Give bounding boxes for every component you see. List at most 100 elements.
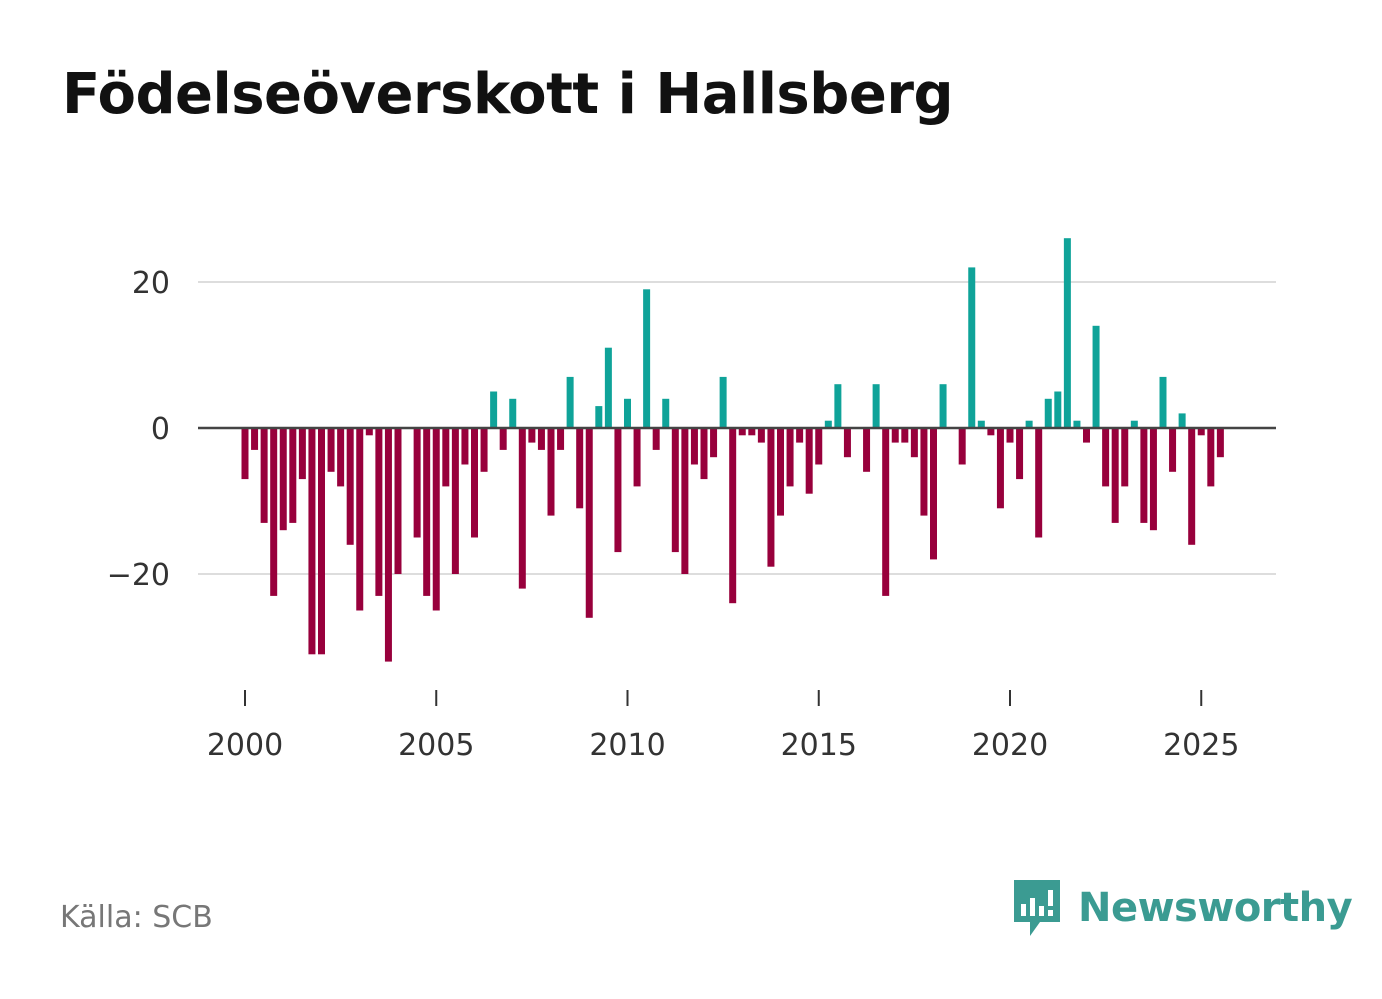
bar bbox=[719, 376, 727, 428]
bar bbox=[1073, 420, 1081, 428]
bar bbox=[624, 398, 631, 428]
bar bbox=[461, 428, 469, 465]
bar bbox=[251, 428, 259, 450]
bar bbox=[576, 428, 584, 509]
bar bbox=[1035, 428, 1043, 538]
bar bbox=[442, 428, 450, 487]
bar bbox=[375, 428, 383, 596]
y-tick-label: 20 bbox=[132, 266, 170, 301]
bar bbox=[882, 428, 890, 596]
bar bbox=[815, 428, 823, 465]
bar bbox=[901, 428, 909, 443]
bar bbox=[681, 428, 689, 574]
bar bbox=[1121, 428, 1129, 487]
chart-title: Födelseöverskott i Hallsberg bbox=[62, 62, 954, 127]
bar bbox=[1063, 238, 1071, 428]
bar bbox=[671, 428, 679, 553]
bar bbox=[939, 384, 947, 428]
bar bbox=[1159, 376, 1167, 428]
bar bbox=[767, 428, 775, 567]
bar bbox=[547, 428, 555, 516]
bar bbox=[777, 428, 784, 516]
bar bbox=[260, 428, 268, 523]
bar bbox=[729, 428, 737, 604]
bar bbox=[595, 406, 603, 428]
bar bbox=[365, 428, 373, 436]
bar bbox=[490, 391, 498, 428]
bar bbox=[518, 428, 526, 589]
bar bbox=[920, 428, 928, 516]
bar bbox=[996, 428, 1004, 509]
bar bbox=[1216, 428, 1224, 458]
bar bbox=[786, 428, 794, 487]
bar bbox=[585, 428, 593, 618]
bar bbox=[298, 428, 306, 480]
bar bbox=[643, 289, 651, 428]
bar bbox=[327, 428, 335, 472]
bar bbox=[1016, 428, 1024, 480]
bar bbox=[834, 384, 842, 428]
bar bbox=[528, 428, 536, 443]
bar bbox=[633, 428, 641, 487]
bar bbox=[423, 428, 431, 596]
bar bbox=[1197, 428, 1205, 436]
bar bbox=[499, 428, 507, 450]
bar bbox=[710, 428, 718, 458]
bar bbox=[480, 428, 488, 472]
brand-name: Newsworthy bbox=[1078, 885, 1353, 931]
bar bbox=[604, 347, 612, 428]
bar bbox=[1006, 428, 1014, 443]
bar bbox=[652, 428, 660, 450]
y-tick-label: −20 bbox=[107, 558, 170, 593]
bar bbox=[1102, 428, 1110, 487]
bar bbox=[270, 428, 278, 596]
bar bbox=[1149, 428, 1157, 531]
bar bbox=[279, 428, 287, 531]
bar bbox=[738, 428, 746, 436]
x-tick-label: 2020 bbox=[972, 728, 1048, 763]
bar bbox=[1188, 428, 1196, 545]
x-tick-label: 2025 bbox=[1163, 728, 1239, 763]
bar bbox=[308, 428, 316, 655]
bar bbox=[1169, 428, 1177, 472]
bar bbox=[1025, 420, 1033, 428]
bar bbox=[690, 428, 698, 465]
bar bbox=[471, 428, 478, 538]
newsworthy-logo-icon bbox=[1014, 880, 1060, 936]
bar bbox=[748, 428, 756, 436]
bar bbox=[987, 428, 995, 436]
x-tick-label: 2010 bbox=[589, 728, 665, 763]
bar bbox=[509, 398, 517, 428]
bar bbox=[614, 428, 622, 553]
x-tick-label: 2000 bbox=[207, 728, 283, 763]
y-tick-label: 0 bbox=[151, 412, 170, 447]
x-tick-label: 2015 bbox=[781, 728, 857, 763]
bars bbox=[241, 238, 1224, 662]
bar bbox=[700, 428, 708, 480]
bar bbox=[1130, 420, 1138, 428]
bar bbox=[1207, 428, 1215, 487]
bar bbox=[318, 428, 325, 655]
bar bbox=[968, 267, 976, 428]
bar bbox=[1092, 325, 1100, 428]
bar bbox=[1054, 391, 1062, 428]
bar bbox=[241, 428, 249, 480]
bar bbox=[557, 428, 565, 450]
bar bbox=[863, 428, 871, 472]
bar bbox=[891, 428, 899, 443]
brand-logo[interactable]: Newsworthy bbox=[1012, 878, 1353, 938]
bar bbox=[451, 428, 459, 574]
bar bbox=[432, 428, 440, 611]
x-tick-label: 2005 bbox=[398, 728, 474, 763]
bar bbox=[394, 428, 402, 574]
bar bbox=[930, 428, 937, 560]
axes: 20 0 −20 2000 2005 2010 2015 2020 2025 bbox=[107, 266, 1276, 763]
bar bbox=[1083, 428, 1090, 443]
bar bbox=[757, 428, 765, 443]
bar bbox=[413, 428, 421, 538]
bar bbox=[662, 398, 670, 428]
bar bbox=[958, 428, 966, 465]
bar bbox=[977, 420, 985, 428]
bar bbox=[796, 428, 804, 443]
